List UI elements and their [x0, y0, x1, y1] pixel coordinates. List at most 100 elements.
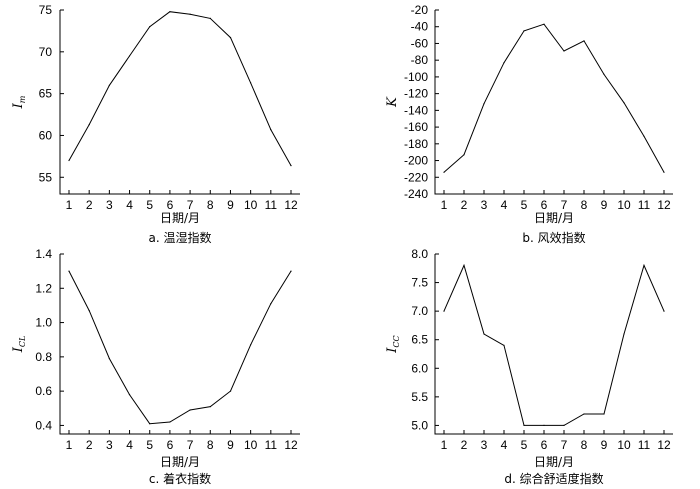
chart-1-x-tick-label: 10: [244, 198, 258, 212]
chart-2-x-tick-label: 9: [601, 198, 608, 212]
chart-4-data-point: [503, 344, 505, 346]
chart-4-x-tick-label: 2: [461, 438, 468, 452]
chart-2-x-axis-label: 日期/月: [534, 211, 574, 225]
chart-2-y-axis-label: K: [385, 96, 400, 108]
chart-2-data-point: [663, 171, 665, 173]
chart-2-x-tick-label: 3: [481, 198, 488, 212]
chart-1-data-point: [169, 11, 171, 13]
chart-2-x-tick-label: 4: [501, 198, 508, 212]
chart-3-x-tick-label: 3: [106, 438, 113, 452]
chart-2-y-tick-label: -100: [404, 70, 428, 84]
chart-1-data-point: [128, 55, 131, 57]
chart-2-y-tick-label: -20: [411, 3, 429, 17]
chart-3-data-point: [169, 421, 171, 423]
chart-3-x-tick-label: 4: [126, 438, 133, 452]
chart-1-x-tick-label: 9: [227, 198, 234, 212]
chart-4-y-tick-label: 7.5: [411, 276, 428, 290]
chart-1-x-tick-label: 7: [187, 198, 194, 212]
chart-3-data-point: [209, 406, 211, 408]
chart-1-y-tick-label: 75: [39, 3, 53, 17]
chart-2-x-tick-label: 8: [581, 198, 588, 212]
chart-2-data-point: [563, 50, 565, 52]
chart-2-data-point: [443, 171, 445, 173]
chart-2-data-point: [583, 40, 585, 42]
chart-2-x-tick-label: 2: [461, 198, 468, 212]
chart-1-x-tick-label: 12: [284, 198, 298, 212]
chart-4-y-tick-label: 7.0: [411, 304, 428, 318]
chart-4-x-tick-label: 1: [441, 438, 448, 452]
chart-3-x-tick-label: 6: [167, 438, 174, 452]
chart-4-data-point: [483, 333, 485, 335]
chart-1-y-tick-label: 70: [39, 45, 53, 59]
chart-2-x-tick-label: 6: [541, 198, 548, 212]
chart-4-y-tick-label: 6.5: [411, 333, 428, 347]
chart-3-x-tick-label: 5: [146, 438, 153, 452]
chart-1-data-point: [108, 84, 110, 86]
chart-1-y-axis-label-sub: m: [18, 95, 27, 103]
chart-3-data-point: [189, 409, 191, 411]
chart-1-x-tick-label: 8: [207, 198, 214, 212]
chart-2-y-tick-label: -220: [404, 170, 428, 184]
chart-4-caption: d. 综合舒适度指数: [504, 471, 603, 486]
chart-2-data-point: [603, 73, 605, 75]
chart-3-y-tick-label: 0.8: [35, 350, 52, 364]
chart-3-y-axis-label: ICL: [11, 336, 27, 354]
chart-2-y-tick-label: -200: [404, 154, 428, 168]
chart-3-data-point: [229, 390, 232, 392]
chart-2-series-line: [443, 23, 665, 173]
chart-4-data-point: [443, 310, 445, 312]
chart-4-x-tick-label: 11: [638, 438, 651, 452]
chart-3-axes: [59, 254, 300, 435]
chart-2-data-point: [463, 154, 465, 156]
chart-3-x-tick-label: 12: [284, 438, 298, 452]
chart-3-data-point: [290, 270, 292, 272]
chart-1-y-axis-label: Im: [11, 95, 27, 109]
chart-4-data-point: [663, 310, 665, 312]
chart-3-y-tick-label: 1.2: [35, 281, 52, 295]
chart-3-x-tick-label: 2: [86, 438, 93, 452]
chart-2-y-tick-label: -240: [404, 187, 428, 201]
chart-4-x-tick-label: 5: [521, 438, 528, 452]
chart-3-x-axis-label: 日期/月: [160, 455, 200, 469]
chart-4-x-tick-label: 8: [581, 438, 588, 452]
chart-1-data-point: [250, 82, 252, 84]
chart-4-y-tick-label: 5.5: [411, 390, 428, 404]
chart-1-x-tick-label: 2: [86, 198, 93, 212]
chart-1-y-tick-label: 65: [39, 87, 53, 101]
chart-3-data-point: [88, 310, 90, 312]
chart-1-y-tick-label: 55: [39, 170, 53, 184]
chart-1-x-tick-label: 11: [265, 198, 278, 212]
chart-3-data-point: [128, 394, 131, 396]
chart-2-y-tick-label: -40: [411, 20, 429, 34]
chart-4-axes: [434, 254, 673, 435]
chart-3-x-tick-label: 11: [265, 438, 278, 452]
chart-2-caption: b. 风效指数: [522, 230, 585, 245]
chart-4-data-point: [563, 424, 565, 426]
chart-1-x-tick-label: 4: [126, 198, 133, 212]
chart-1-x-axis-label: 日期/月: [160, 211, 200, 225]
chart-3-caption: c. 着衣指数: [149, 471, 211, 486]
chart-1-data-point: [149, 26, 151, 28]
chart-4-data-point: [603, 413, 605, 415]
chart-3-y-axis-label-sub: CL: [18, 336, 27, 347]
chart-4-data-point: [623, 333, 625, 335]
chart-2-y-tick-label: -60: [411, 36, 429, 50]
chart-3-data-point: [68, 270, 70, 272]
chart-2-data-point: [543, 23, 545, 25]
chart-3-y-tick-label: 0.6: [35, 384, 52, 398]
chart-4-x-axis-label: 日期/月: [534, 455, 574, 469]
chart-2-x-tick-label: 12: [657, 198, 671, 212]
chart-3-x-tick-label: 7: [187, 438, 194, 452]
chart-3-series-line: [68, 270, 292, 425]
chart-3-x-tick-label: 1: [66, 438, 73, 452]
chart-4-x-tick-label: 3: [481, 438, 488, 452]
chart-1-x-tick-label: 6: [167, 198, 174, 212]
chart-3-y-tick-label: 0.4: [35, 418, 52, 432]
chart-2-data-point: [523, 30, 525, 32]
chart-3-y-tick-label: 1.4: [35, 247, 52, 261]
chart-3-data-point: [108, 358, 110, 360]
chart-1-axes: [59, 10, 300, 195]
chart-2-data-point: [623, 102, 625, 104]
chart-1-x-tick-label: 1: [66, 198, 73, 212]
